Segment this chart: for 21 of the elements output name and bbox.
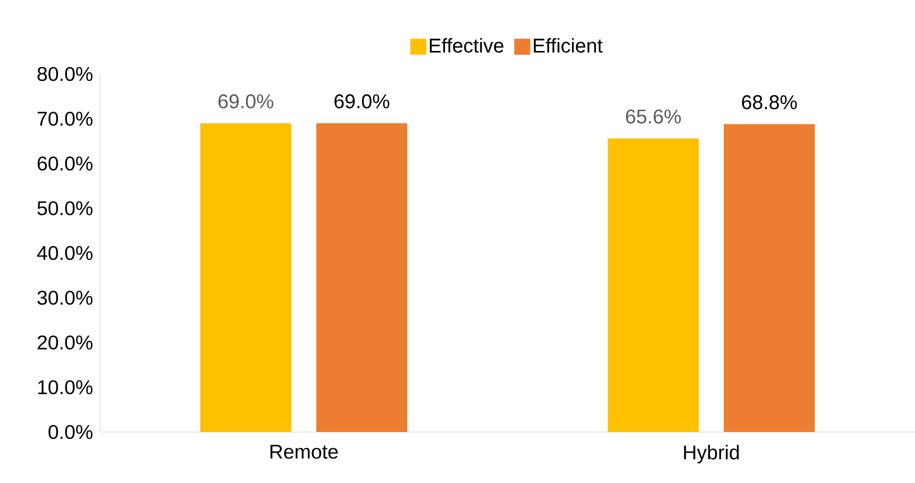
y-tick-label: 20.0%: [38, 335, 92, 350]
y-tick-label: 70.0%: [38, 112, 92, 126]
data-label: 69.0%: [218, 94, 274, 108]
bar: [316, 123, 408, 432]
bar: [200, 123, 292, 432]
bar: [608, 138, 699, 432]
y-tick-label: 10.0%: [38, 380, 92, 394]
y-tick-label: 60.0%: [38, 156, 92, 171]
legend-label: Efficient: [534, 38, 603, 53]
y-tick-label: 40.0%: [37, 246, 92, 260]
y-tick-label: 0.0%: [48, 424, 92, 440]
x-tick-label: Hybrid: [684, 444, 739, 464]
bar: [724, 124, 815, 432]
x-tick-label: Remote: [270, 444, 338, 459]
y-tick-label: 30.0%: [37, 290, 92, 305]
data-label: 68.8%: [742, 95, 797, 110]
y-tick-label: 50.0%: [37, 201, 92, 216]
y-tick-label: 80.0%: [38, 66, 92, 82]
data-label: 69.0%: [334, 94, 390, 108]
data-label: 65.6%: [626, 110, 681, 124]
legend-label: Effective: [430, 38, 504, 53]
